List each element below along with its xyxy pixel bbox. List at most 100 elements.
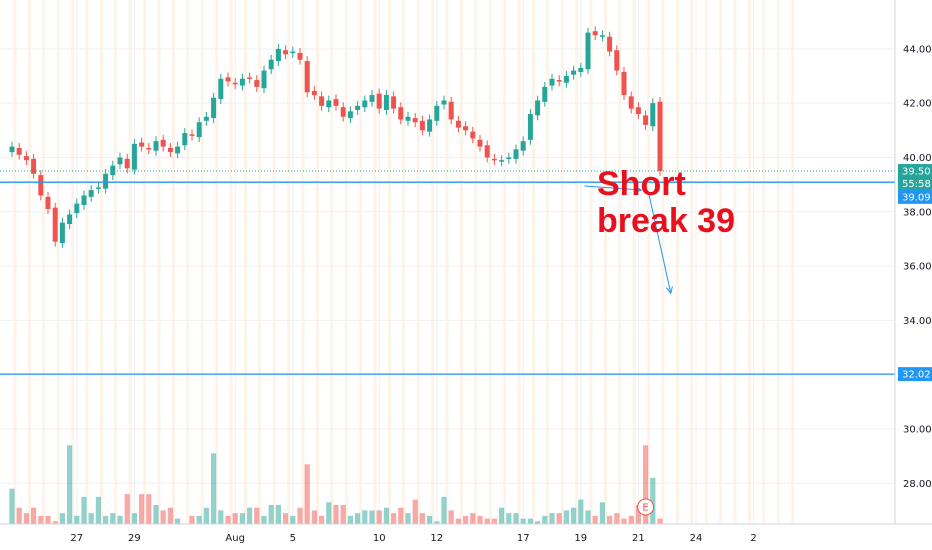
session-band	[114, 0, 118, 524]
candle-body	[9, 146, 15, 153]
volume-bar	[283, 513, 289, 524]
candle-body	[592, 31, 598, 36]
volume-bar	[614, 513, 620, 524]
volume-bar	[38, 515, 44, 524]
time-tick-label: 29	[128, 533, 141, 544]
earnings-marker[interactable]: E	[637, 498, 655, 516]
price-tag-label: 39.50	[902, 167, 931, 178]
volume-bar	[405, 513, 411, 524]
earnings-circle[interactable]	[637, 498, 655, 516]
time-tick-label: 17	[517, 533, 530, 544]
session-band	[546, 0, 550, 524]
session-band	[517, 0, 521, 524]
session-band	[603, 0, 607, 524]
session-band	[99, 0, 103, 524]
session-band	[344, 0, 348, 524]
volume-bar	[556, 513, 562, 524]
candle-body	[398, 107, 404, 120]
volume-bar	[513, 513, 519, 524]
horizontal-levels[interactable]	[0, 170, 895, 375]
session-band	[431, 0, 435, 524]
session-band	[243, 0, 247, 524]
session-band	[200, 0, 204, 524]
annotation-line-1[interactable]: Short	[597, 165, 686, 203]
session-bands	[13, 0, 795, 524]
price-tag-label: 39.09	[902, 192, 931, 203]
candle-body	[491, 158, 497, 161]
volume-bar	[484, 518, 490, 524]
candle-body	[506, 157, 512, 159]
session-band	[675, 0, 679, 524]
candle-body	[239, 78, 245, 86]
annotation[interactable]: Short break 39	[597, 165, 735, 240]
arrow-head[interactable]	[666, 286, 673, 295]
volume-bar	[340, 504, 346, 524]
volume-bar	[81, 496, 87, 524]
candle-body	[67, 214, 73, 224]
candle-body	[59, 222, 65, 243]
candle-body	[391, 96, 397, 109]
volume-bar	[599, 502, 605, 524]
candle-body	[513, 149, 519, 159]
session-band	[445, 0, 449, 524]
candle-body	[110, 165, 116, 176]
volume-bar	[225, 515, 231, 524]
candle-body	[290, 51, 296, 54]
volume-bar	[542, 515, 548, 524]
candle-body	[484, 145, 490, 158]
price-tag-label: 55:58	[902, 179, 931, 190]
arrow-line[interactable]	[648, 195, 672, 294]
time-tick-label: 5	[290, 533, 296, 544]
session-band	[27, 0, 31, 524]
arrow-line[interactable]	[584, 185, 642, 191]
session-band	[229, 0, 233, 524]
candle-body	[146, 147, 152, 150]
price-tag	[898, 367, 932, 382]
candle-body	[131, 143, 137, 170]
arrow-head[interactable]	[634, 186, 643, 194]
volume-bar	[506, 513, 512, 524]
volume-bar	[16, 507, 22, 524]
candle-body	[311, 90, 317, 96]
volume-bar	[153, 504, 159, 524]
candle-body	[383, 95, 389, 110]
candle-body	[153, 141, 159, 151]
volume-bar	[650, 477, 656, 524]
candle-body	[81, 195, 87, 205]
candle-body	[419, 120, 425, 131]
session-band	[143, 0, 147, 524]
volume-bar	[455, 518, 461, 524]
volume-bar	[621, 518, 627, 524]
candle-body	[319, 96, 325, 106]
volume-bars	[9, 445, 663, 525]
candle-body	[160, 139, 166, 147]
volume-bar	[333, 504, 339, 524]
candle-body	[347, 111, 353, 119]
volume-bar	[398, 507, 404, 524]
candle-body	[203, 116, 209, 121]
volume-bar	[52, 521, 58, 524]
session-band	[42, 0, 46, 524]
session-band	[488, 0, 492, 524]
candle-body	[477, 139, 483, 147]
volume-bar	[95, 496, 101, 524]
candle-body	[463, 126, 469, 131]
volume-bar	[326, 502, 332, 524]
session-band	[459, 0, 463, 524]
volume-bar	[268, 504, 274, 524]
price-tick-label: 40.00	[903, 153, 932, 164]
session-band	[719, 0, 723, 524]
candlesticks	[9, 26, 663, 248]
candle-body	[326, 100, 332, 108]
session-band	[85, 0, 89, 524]
time-tick-label: 12	[430, 533, 443, 544]
earnings-label[interactable]: E	[642, 503, 648, 514]
session-band	[71, 0, 75, 524]
trend-arrows[interactable]	[584, 185, 673, 295]
annotation-line-2[interactable]: break 39	[597, 202, 735, 240]
volume-bar	[31, 507, 37, 524]
volume-bar	[434, 521, 440, 524]
candle-body	[103, 173, 109, 189]
session-band	[762, 0, 766, 524]
